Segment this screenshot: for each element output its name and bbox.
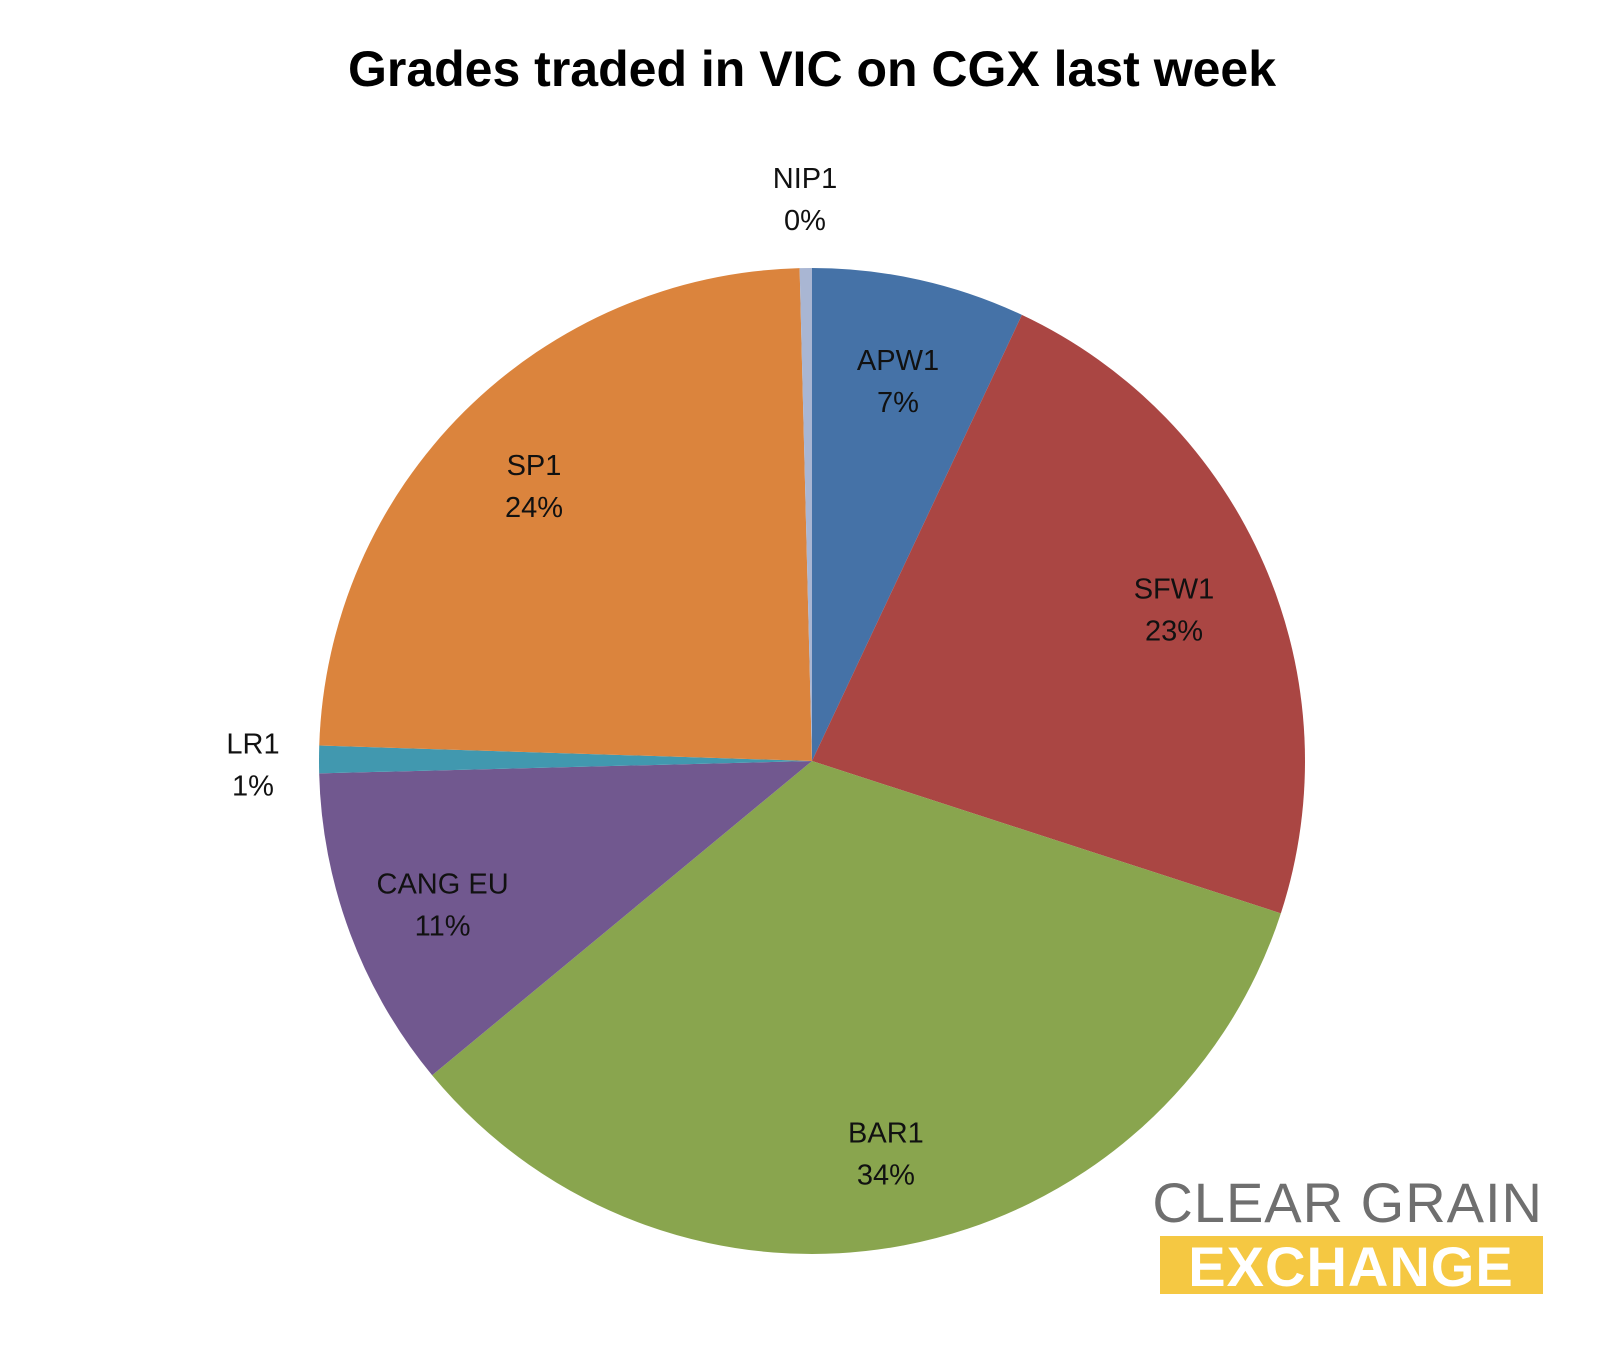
logo-line-1: CLEAR GRAIN bbox=[1152, 1171, 1543, 1234]
pie-slice-nip1 bbox=[799, 268, 812, 761]
pie-slice-cang-eu bbox=[319, 761, 812, 1076]
clear-grain-exchange-logo: CLEAR GRAIN EXCHANGE bbox=[1152, 1171, 1543, 1298]
slice-label-sfw1: SFW1 23% bbox=[1134, 573, 1215, 647]
pie-slice-apw1 bbox=[812, 268, 1022, 761]
pie-slice-bar1 bbox=[432, 761, 1281, 1254]
slice-label-sp1: SP1 24% bbox=[505, 450, 563, 524]
slice-labels: APW1 7% SFW1 23% BAR1 34% CANG EU 11% LR1 1% SP1 24… bbox=[226, 163, 1214, 1191]
pie-slice-sfw1 bbox=[812, 314, 1306, 914]
slice-label-bar1: BAR1 34% bbox=[848, 1117, 924, 1191]
pie-slices bbox=[319, 268, 1306, 1254]
logo-band bbox=[1160, 1236, 1543, 1294]
slice-label-lr1: LR1 1% bbox=[226, 728, 279, 802]
logo-line-2: EXCHANGE bbox=[1188, 1235, 1513, 1298]
slice-label-apw1: APW1 7% bbox=[857, 345, 939, 419]
chart-title: Grades traded in VIC on CGX last week bbox=[348, 41, 1276, 97]
slice-label-cang-eu: CANG EU 11% bbox=[377, 868, 509, 942]
pie-slice-sp1 bbox=[319, 268, 812, 761]
slice-label-nip1: NIP1 0% bbox=[773, 163, 837, 237]
pie-slice-lr1 bbox=[319, 745, 812, 774]
